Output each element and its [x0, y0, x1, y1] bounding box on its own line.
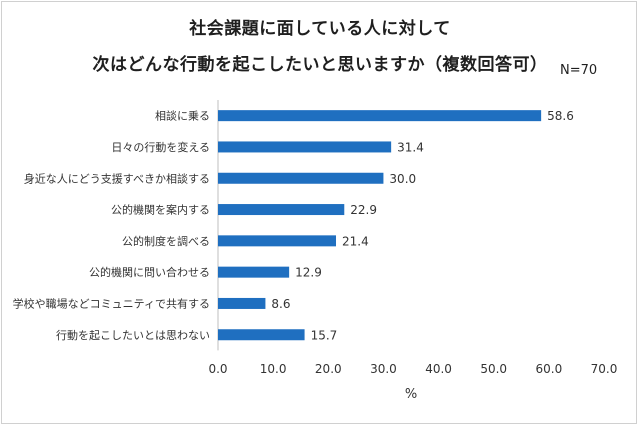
bar	[218, 297, 266, 309]
category-label: 学校や職場などコミュニティで共有する	[13, 296, 210, 310]
sample-size-label: N=70	[560, 63, 598, 78]
bar	[218, 266, 290, 278]
x-tick-label: 10.0	[260, 362, 287, 376]
data-label: 30.0	[389, 172, 416, 186]
category-label: 公的制度を調べる	[122, 234, 210, 248]
x-tick-label: 20.0	[315, 362, 342, 376]
x-tick-label: 60.0	[535, 362, 562, 376]
data-label: 12.9	[295, 266, 322, 280]
data-label: 22.9	[350, 203, 377, 217]
data-label: 15.7	[311, 328, 338, 342]
category-label: 行動を起こしたいとは思わない	[56, 328, 210, 342]
bar	[218, 141, 392, 153]
bar	[218, 172, 384, 184]
x-axis-label: %	[405, 387, 417, 402]
category-label: 日々の行動を変える	[111, 140, 210, 154]
category-label: 公的機関に問い合わせる	[89, 265, 210, 279]
category-label: 公的機関を案内する	[111, 203, 210, 217]
category-label: 身近な人にどう支援すべきか相談する	[24, 171, 210, 185]
category-label: 相談に乗る	[155, 109, 210, 123]
bar	[218, 235, 337, 247]
x-tick-label: 70.0	[591, 362, 618, 376]
bar	[218, 204, 345, 216]
bar	[218, 110, 542, 122]
data-label: 21.4	[342, 234, 369, 248]
data-label: 58.6	[547, 109, 574, 123]
data-label: 31.4	[397, 140, 424, 154]
x-tick-label: 50.0	[480, 362, 507, 376]
x-tick-label: 40.0	[425, 362, 452, 376]
chart-title: 社会課題に面している人に対して	[189, 19, 451, 39]
bar	[218, 329, 305, 341]
x-tick-label: 30.0	[370, 362, 397, 376]
chart-subtitle: 次はどんな行動を起こしたいと思いますか（複数回答可）	[92, 55, 548, 75]
data-label: 8.6	[271, 297, 290, 311]
x-tick-label: 0.0	[208, 362, 227, 376]
